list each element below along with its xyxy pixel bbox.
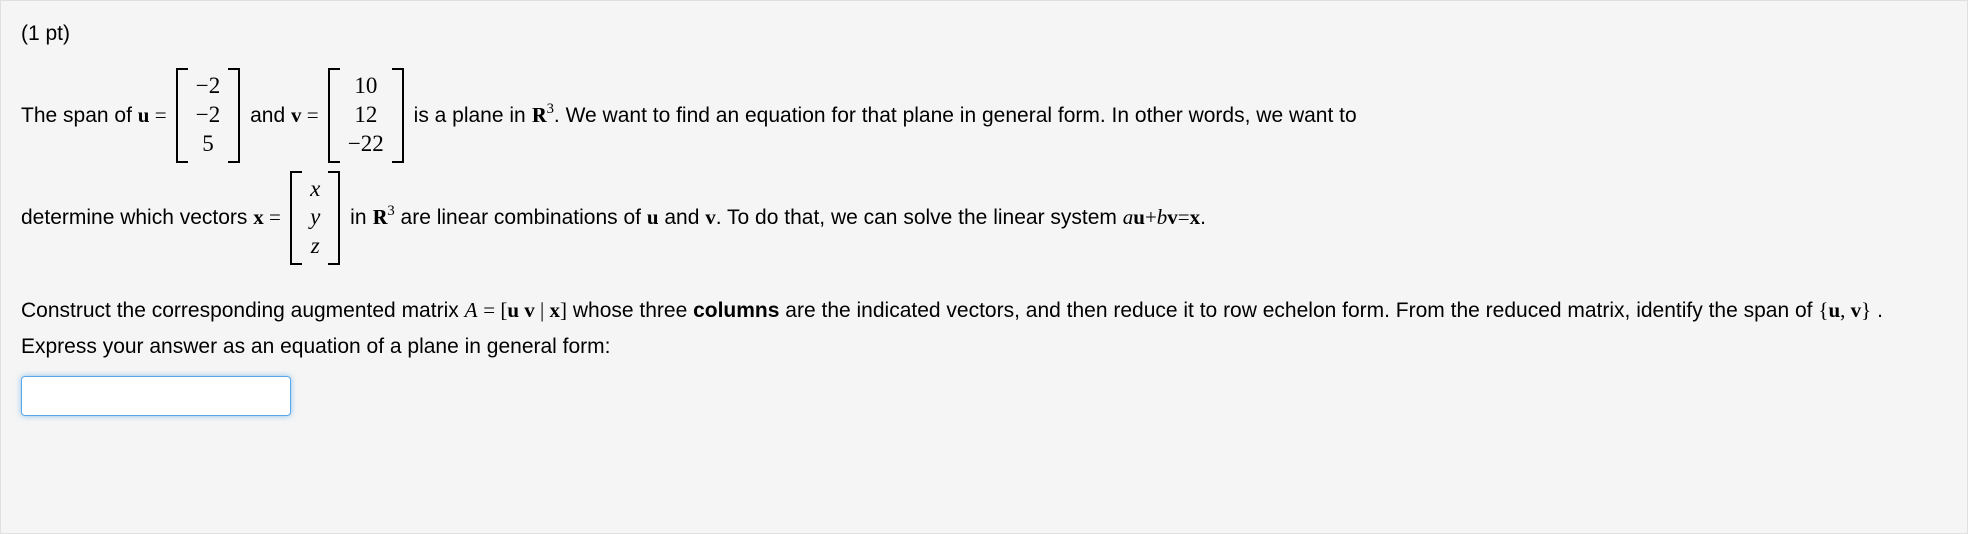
r3-symbol: R 3 (532, 101, 554, 130)
bracket-left (328, 68, 340, 162)
vector-entry: −2 (196, 101, 220, 130)
vector-v-symbol: v (291, 101, 302, 130)
vector-x: x y z (290, 171, 340, 265)
vector-entry: z (311, 232, 320, 261)
equals: = (264, 203, 286, 232)
aug-v: v (524, 298, 535, 322)
text: in (344, 203, 372, 232)
bracket-left (176, 68, 188, 162)
text: The span of (21, 101, 138, 130)
text: is a plane in (408, 101, 532, 130)
bracket-right (328, 171, 340, 265)
vector-v: 10 12 −22 (328, 68, 404, 162)
vector-v-entries: 10 12 −22 (340, 68, 392, 162)
set-v: v (1851, 298, 1862, 322)
vector-u: −2 −2 5 (176, 68, 240, 162)
vector-entry: −2 (196, 72, 220, 101)
superscript-3: 3 (547, 99, 554, 120)
lbrace: { (1818, 298, 1828, 322)
equals: = (1178, 203, 1190, 232)
text: . (1200, 203, 1206, 232)
text: determine which vectors (21, 203, 253, 232)
vector-x-entries: x y z (302, 171, 328, 265)
aug-u: u (507, 298, 519, 322)
rbracket: ] (560, 298, 567, 322)
scalar-a: a (1123, 203, 1134, 232)
vector-x-symbol: x (253, 203, 264, 232)
vector-entry: −22 (348, 130, 384, 159)
aug-x: x (550, 298, 561, 322)
vector-u-symbol: u (647, 203, 659, 232)
plus: + (1145, 203, 1157, 232)
text: and (244, 101, 291, 130)
points-label: (1 pt) (21, 19, 1947, 48)
equals: = (149, 101, 171, 130)
bracket-left (290, 171, 302, 265)
text: and (659, 203, 706, 232)
vector-entry: 12 (354, 101, 377, 130)
text: are the indicated vectors, and then redu… (785, 299, 1818, 322)
equals: = (301, 101, 323, 130)
answer-input[interactable] (21, 376, 291, 416)
vector-v-symbol: v (705, 203, 716, 232)
vector-entry: y (310, 203, 320, 232)
text: . We want to find an equation for that p… (554, 101, 1357, 130)
vector-u-symbol: u (1133, 203, 1145, 232)
rbrace: } (1861, 298, 1871, 322)
equals: = (483, 298, 500, 322)
vector-u-symbol: u (138, 101, 150, 130)
bracket-right (392, 68, 404, 162)
vector-entry: 5 (202, 130, 214, 159)
vector-entry: x (310, 175, 320, 204)
text: whose three (573, 299, 693, 322)
blackboard-R: R (372, 203, 386, 232)
instruction-paragraph: Construct the corresponding augmented ma… (21, 293, 1947, 416)
blackboard-R: R (532, 101, 546, 130)
bold-columns: columns (693, 299, 779, 322)
bracket-right (228, 68, 240, 162)
problem-line-1: The span of u = −2 −2 5 and v = 10 12 −2… (21, 68, 1947, 162)
vector-entry: 10 (354, 72, 377, 101)
text: Construct the corresponding augmented ma… (21, 299, 465, 322)
comma: , (1840, 298, 1851, 322)
aug-bar: | (535, 298, 550, 322)
r3-symbol: R 3 (372, 203, 394, 232)
set-u: u (1828, 298, 1840, 322)
vector-u-entries: −2 −2 5 (188, 68, 228, 162)
matrix-A: A (465, 298, 478, 322)
scalar-b: b (1157, 203, 1168, 232)
superscript-3: 3 (387, 201, 394, 222)
vector-v-symbol: v (1167, 203, 1178, 232)
text: are linear combinations of (395, 203, 647, 232)
text: . To do that, we can solve the linear sy… (716, 203, 1123, 232)
problem-line-2: determine which vectors x = x y z in R 3… (21, 171, 1947, 265)
problem-container: (1 pt) The span of u = −2 −2 5 and v = 1… (0, 0, 1968, 534)
vector-x-symbol: x (1190, 203, 1201, 232)
